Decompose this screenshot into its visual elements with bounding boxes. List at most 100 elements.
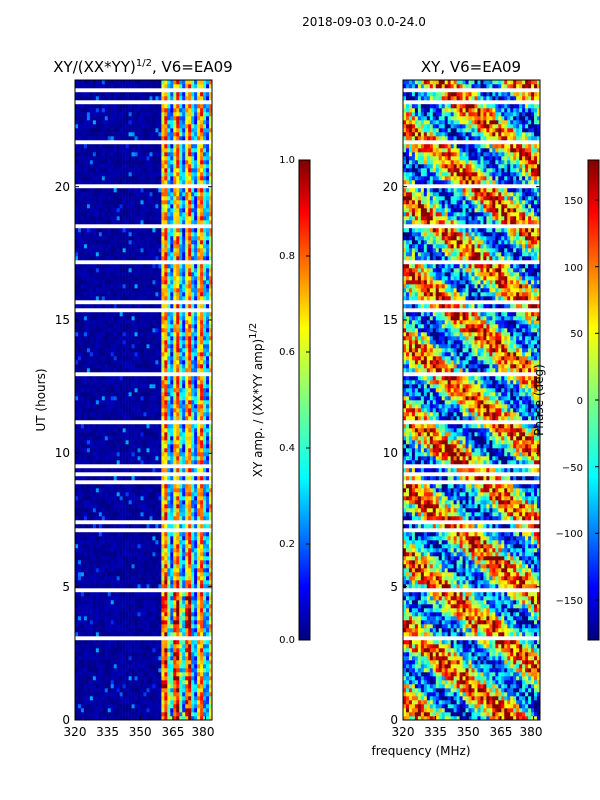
heatmap-cell [188, 240, 192, 245]
heatmap-cell [155, 608, 159, 613]
heatmap-cell [194, 428, 198, 433]
heatmap-cell [125, 448, 129, 453]
heatmap-cell [134, 564, 138, 569]
heatmap-cell [173, 492, 177, 497]
heatmap-cell [140, 392, 144, 397]
heatmap-cell [86, 324, 91, 329]
heatmap-cell [161, 700, 165, 705]
heatmap-cell [179, 296, 183, 301]
heatmap-cell [155, 304, 159, 309]
heatmap-cell [194, 564, 198, 569]
heatmap-cell [209, 648, 212, 653]
heatmap-cell [152, 664, 156, 669]
heatmap-cell [134, 708, 138, 713]
heatmap-cell [185, 632, 189, 637]
heatmap-cell [185, 344, 189, 349]
heatmap-cell [113, 444, 117, 449]
heatmap-cell [101, 304, 106, 309]
heatmap-cell [113, 484, 117, 489]
heatmap-cell [110, 444, 115, 449]
heatmap-cell [101, 332, 106, 337]
heatmap-cell [143, 416, 147, 421]
heatmap-cell [92, 416, 97, 421]
heatmap-cell [86, 388, 91, 393]
heatmap-cell [185, 672, 189, 677]
heatmap-cell [75, 240, 79, 245]
heatmap-cell [152, 412, 156, 417]
heatmap-cell [83, 632, 88, 637]
heatmap-cell [182, 368, 186, 373]
heatmap-cell [164, 284, 168, 289]
heatmap-cell [167, 344, 171, 349]
heatmap-cell [203, 252, 207, 257]
heatmap-cell [155, 632, 159, 637]
heatmap-cell [161, 600, 165, 605]
heatmap-cell [206, 608, 210, 613]
heatmap-cell [101, 252, 106, 257]
heatmap-cell [170, 312, 174, 317]
heatmap-cell [83, 360, 88, 365]
heatmap-cell [206, 544, 210, 549]
heatmap-cell [80, 616, 85, 621]
heatmap-cell [137, 296, 141, 301]
heatmap-cell [158, 584, 162, 589]
heatmap-cell [143, 584, 147, 589]
heatmap-cell [206, 436, 210, 441]
heatmap-cell [104, 548, 109, 553]
heatmap-cell [137, 484, 141, 489]
heatmap-cell [116, 532, 120, 537]
heatmap-cell [158, 540, 162, 545]
heatmap-cell [92, 536, 97, 541]
heatmap-cell [104, 404, 109, 409]
heatmap-cell [92, 556, 97, 561]
heatmap-cell [179, 548, 183, 553]
heatmap-cell [167, 292, 171, 297]
heatmap-cell [89, 692, 94, 697]
heatmap-cell [179, 376, 183, 381]
heatmap-cell [75, 356, 79, 361]
heatmap-cell [146, 388, 150, 393]
heatmap-cell [197, 704, 201, 709]
heatmap-cell [206, 556, 210, 561]
heatmap-cell [173, 660, 177, 665]
heatmap-cell [203, 692, 207, 697]
heatmap-cell [75, 536, 79, 541]
heatmap-cell [140, 504, 144, 509]
heatmap-cell [155, 432, 159, 437]
heatmap-cell [158, 312, 162, 317]
heatmap-cell [185, 268, 189, 273]
heatmap-gap-row [75, 480, 212, 485]
heatmap-cell [194, 700, 198, 705]
heatmap-cell [101, 296, 106, 301]
heatmap-cell [176, 428, 180, 433]
heatmap-cell [110, 368, 115, 373]
heatmap-cell [143, 668, 147, 673]
heatmap-cell [104, 348, 109, 353]
heatmap-cell [146, 500, 150, 505]
heatmap-cell [194, 332, 198, 337]
heatmap-cell [185, 364, 189, 369]
heatmap-cell [80, 712, 85, 717]
heatmap-cell [131, 584, 135, 589]
heatmap-cell [131, 376, 135, 381]
heatmap-cell [143, 504, 147, 509]
heatmap-cell [134, 524, 138, 529]
heatmap-cell [92, 684, 97, 689]
heatmap-cell [89, 304, 94, 309]
heatmap-cell [155, 640, 159, 645]
heatmap-cell [173, 256, 177, 261]
heatmap-cell [95, 400, 100, 405]
heatmap-cell [176, 596, 180, 601]
heatmap-cell [89, 364, 94, 369]
heatmap-cell [128, 376, 132, 381]
heatmap-cell [155, 244, 159, 249]
heatmap-cell [89, 488, 94, 493]
heatmap-cell [116, 348, 120, 353]
heatmap-cell [209, 256, 212, 261]
heatmap-cell [128, 644, 132, 649]
heatmap-cell [101, 448, 106, 453]
heatmap-cell [167, 280, 171, 285]
heatmap-cell [209, 580, 212, 585]
heatmap-cell [146, 576, 150, 581]
heatmap-cell [194, 584, 198, 589]
